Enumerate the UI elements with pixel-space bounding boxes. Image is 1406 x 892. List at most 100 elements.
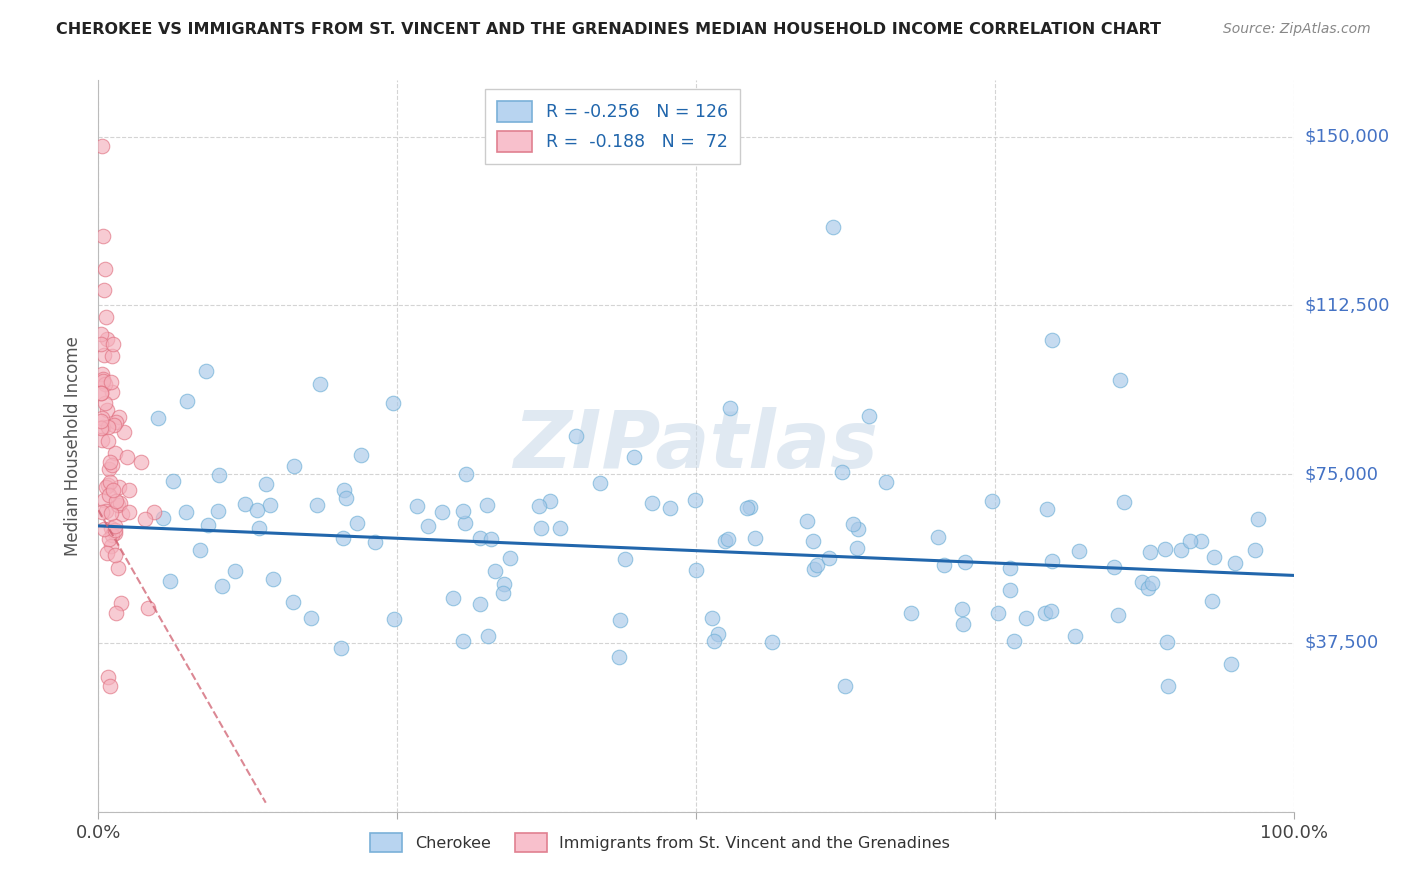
- Point: [152, 511, 174, 525]
- Point: [1040, 604, 1063, 618]
- Point: [432, 505, 454, 519]
- Point: [1170, 543, 1192, 558]
- Point: [90, 420, 112, 434]
- Point: [998, 561, 1021, 575]
- Point: [1201, 594, 1223, 608]
- Point: [441, 591, 464, 605]
- Point: [718, 401, 741, 415]
- Point: [93, 283, 115, 297]
- Point: [468, 597, 491, 611]
- Point: [932, 558, 955, 573]
- Point: [105, 415, 128, 429]
- Point: [806, 558, 828, 573]
- Point: [1219, 657, 1241, 671]
- Point: [1157, 679, 1180, 693]
- Point: [950, 602, 973, 616]
- Point: [981, 494, 1004, 508]
- Point: [101, 483, 124, 498]
- Point: [707, 626, 730, 640]
- Point: [1246, 512, 1268, 526]
- Point: [1112, 495, 1135, 509]
- Point: [98, 475, 121, 489]
- Point: [703, 633, 725, 648]
- Point: [91, 138, 114, 153]
- Point: [90, 385, 112, 400]
- Point: [100, 375, 122, 389]
- Point: [335, 491, 357, 505]
- Point: [382, 395, 405, 409]
- Point: [233, 497, 256, 511]
- Point: [744, 531, 766, 545]
- Point: [93, 493, 115, 508]
- Point: [176, 394, 198, 409]
- Point: [197, 517, 219, 532]
- Point: [211, 579, 233, 593]
- Point: [831, 465, 853, 479]
- Point: [118, 483, 141, 497]
- Point: [90, 414, 112, 428]
- Point: [454, 467, 477, 482]
- Point: [987, 606, 1010, 620]
- Point: [94, 261, 117, 276]
- Point: [103, 418, 125, 433]
- Point: [129, 455, 152, 469]
- Point: [1035, 502, 1057, 516]
- Point: [91, 374, 114, 388]
- Point: [823, 219, 845, 234]
- Point: [101, 349, 124, 363]
- Point: [1107, 608, 1129, 623]
- Text: Source: ZipAtlas.com: Source: ZipAtlas.com: [1223, 22, 1371, 37]
- Point: [195, 364, 218, 378]
- Point: [607, 649, 630, 664]
- Point: [451, 504, 474, 518]
- Point: [90, 337, 112, 351]
- Point: [134, 512, 156, 526]
- Point: [90, 386, 112, 401]
- Point: [484, 564, 506, 578]
- Point: [97, 533, 120, 547]
- Point: [1202, 549, 1225, 564]
- Text: ZIPatlas: ZIPatlas: [513, 407, 879, 485]
- Point: [735, 501, 758, 516]
- Point: [91, 228, 114, 243]
- Point: [94, 480, 117, 494]
- Point: [845, 541, 868, 556]
- Point: [1109, 373, 1132, 387]
- Point: [952, 617, 974, 632]
- Point: [998, 582, 1021, 597]
- Point: [927, 530, 949, 544]
- Point: [416, 519, 439, 533]
- Point: [136, 600, 159, 615]
- Point: [96, 332, 118, 346]
- Point: [283, 459, 305, 474]
- Point: [93, 521, 115, 535]
- Point: [100, 539, 122, 553]
- Point: [623, 450, 645, 465]
- Point: [589, 476, 612, 491]
- Point: [146, 411, 169, 425]
- Point: [1064, 629, 1087, 643]
- Point: [104, 493, 127, 508]
- Point: [1140, 576, 1163, 591]
- Point: [101, 458, 124, 473]
- Point: [100, 528, 122, 542]
- Point: [801, 533, 824, 548]
- Point: [110, 596, 132, 610]
- Point: [1153, 542, 1175, 557]
- Point: [406, 500, 429, 514]
- Point: [94, 310, 117, 324]
- Point: [332, 531, 354, 545]
- Point: [548, 521, 571, 535]
- Point: [1189, 534, 1212, 549]
- Point: [641, 495, 664, 509]
- Point: [364, 534, 387, 549]
- Point: [299, 610, 322, 624]
- Point: [454, 516, 477, 531]
- Point: [479, 532, 502, 546]
- Point: [115, 450, 138, 465]
- Point: [100, 521, 122, 535]
- Y-axis label: Median Household Income: Median Household Income: [65, 336, 83, 556]
- Point: [103, 336, 125, 351]
- Point: [713, 534, 735, 549]
- Point: [100, 506, 122, 520]
